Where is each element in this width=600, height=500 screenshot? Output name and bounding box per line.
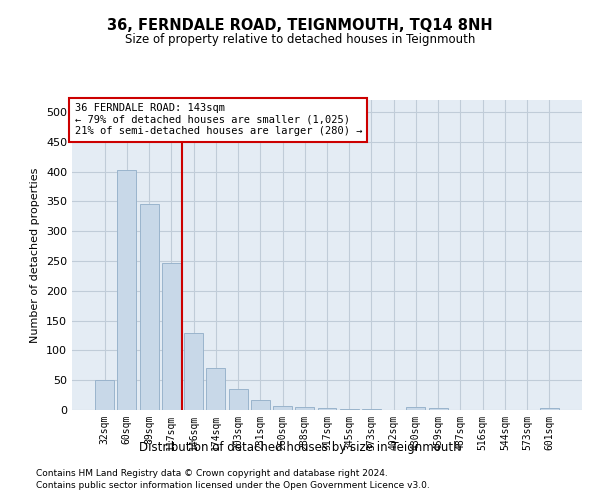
Bar (251, 400, 270, 410)
Bar (229, 388, 248, 410)
Bar (184, 332, 203, 410)
Text: Contains HM Land Registry data © Crown copyright and database right 2024.: Contains HM Land Registry data © Crown c… (36, 468, 388, 477)
Text: Size of property relative to detached houses in Teignmouth: Size of property relative to detached ho… (125, 32, 475, 46)
Bar (406, 407, 425, 410)
Text: Distribution of detached houses by size in Teignmouth: Distribution of detached houses by size … (139, 441, 461, 454)
Bar (140, 204, 158, 410)
Bar (95, 380, 114, 410)
Bar (317, 408, 337, 410)
Bar (118, 170, 136, 410)
Bar (273, 406, 292, 410)
Text: 36 FERNDALE ROAD: 143sqm
← 79% of detached houses are smaller (1,025)
21% of sem: 36 FERNDALE ROAD: 143sqm ← 79% of detach… (74, 103, 362, 136)
Text: Contains public sector information licensed under the Open Government Licence v3: Contains public sector information licen… (36, 481, 430, 490)
Bar (295, 407, 314, 410)
Y-axis label: Number of detached properties: Number of detached properties (31, 168, 40, 342)
Bar (206, 368, 225, 410)
Text: 36, FERNDALE ROAD, TEIGNMOUTH, TQ14 8NH: 36, FERNDALE ROAD, TEIGNMOUTH, TQ14 8NH (107, 18, 493, 32)
Bar (162, 263, 181, 410)
Bar (429, 408, 448, 410)
Bar (540, 408, 559, 410)
